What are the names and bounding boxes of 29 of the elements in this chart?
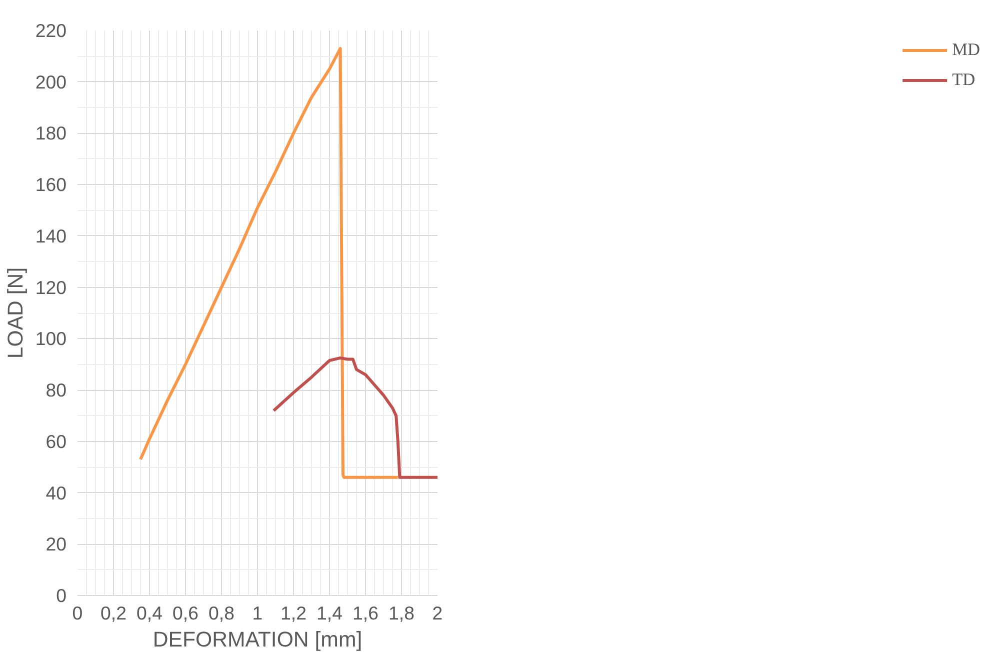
x-tick-label: 0,8 [208,602,234,624]
x-tick-label: 0 [72,602,83,624]
y-tick-label: 40 [46,482,67,504]
x-axis-title: DEFORMATION [mm] [152,628,362,652]
x-tick-label: 1 [252,602,263,624]
y-tick-label: 160 [35,174,67,196]
legend-label: MD [952,40,980,60]
y-tick-label: 180 [35,122,67,144]
line-series [139,46,400,479]
y-tick-label: 60 [46,430,67,452]
x-tick-label: 0,4 [136,602,162,624]
y-tick-label: 120 [35,276,67,298]
y-tick-label: 100 [35,328,67,350]
line-series [272,356,438,479]
x-tick-label: 1,8 [388,602,414,624]
y-tick-label: 220 [35,20,67,41]
y-axis-title: LOAD [N] [3,267,28,359]
y-tick-label: 20 [46,534,67,555]
y-tick-label: 0 [56,585,67,606]
y-tick-label: 140 [35,225,67,246]
x-tick-label: 1,2 [280,602,306,624]
x-tick-label: 2 [432,602,443,624]
x-tick-label: 1,4 [316,602,342,624]
y-tick-label: 200 [35,71,67,92]
x-tick-label: 0,2 [100,602,126,624]
x-tick-label: 1,6 [352,602,378,624]
legend-label: TD [952,70,976,90]
x-tick-label: 0,6 [172,602,198,624]
y-tick-label: 80 [46,380,67,401]
